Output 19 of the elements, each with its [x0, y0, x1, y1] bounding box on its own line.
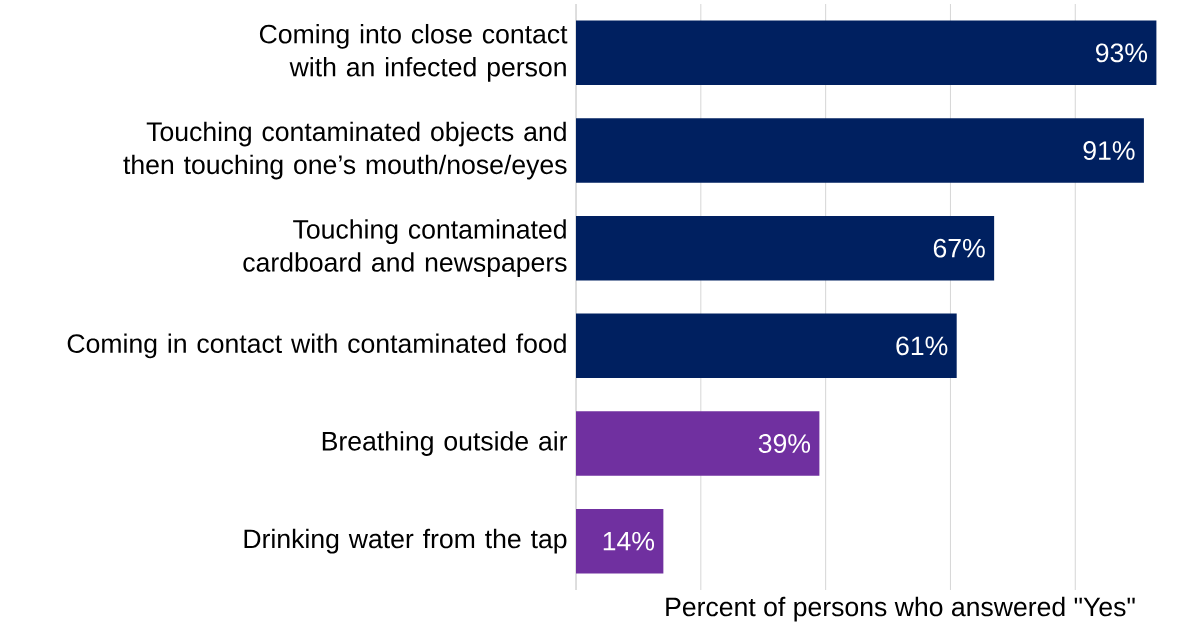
data-label: 93%: [1096, 43, 1148, 63]
bar: [576, 411, 820, 476]
data-label: 14%: [603, 531, 655, 551]
data-label: 39%: [758, 434, 811, 453]
y-tick-label: Touching contaminated objects and then touching one’s mouth/nose/eyes: [123, 121, 567, 180]
bar: [576, 118, 1144, 183]
y-tick-label: Touching contaminated cardboard and newspapers: [243, 219, 567, 278]
bar: [576, 20, 1157, 86]
y-tick-label: Drinking water from the tap: [244, 528, 567, 554]
y-tick-label: Coming in contact with contaminated food: [67, 333, 566, 359]
bar: [576, 508, 664, 574]
y-tick-label: Coming into close contact with an infected person: [259, 23, 568, 82]
x-axis-title: Percent of persons who answered "Yes": [666, 596, 1135, 622]
data-label: 61%: [896, 336, 948, 356]
bar: [576, 215, 995, 281]
y-tick-label: Breathing outside air: [322, 431, 568, 456]
data-label: 67%: [933, 238, 985, 258]
data-label: 91%: [1083, 141, 1135, 160]
bar: [576, 313, 957, 379]
